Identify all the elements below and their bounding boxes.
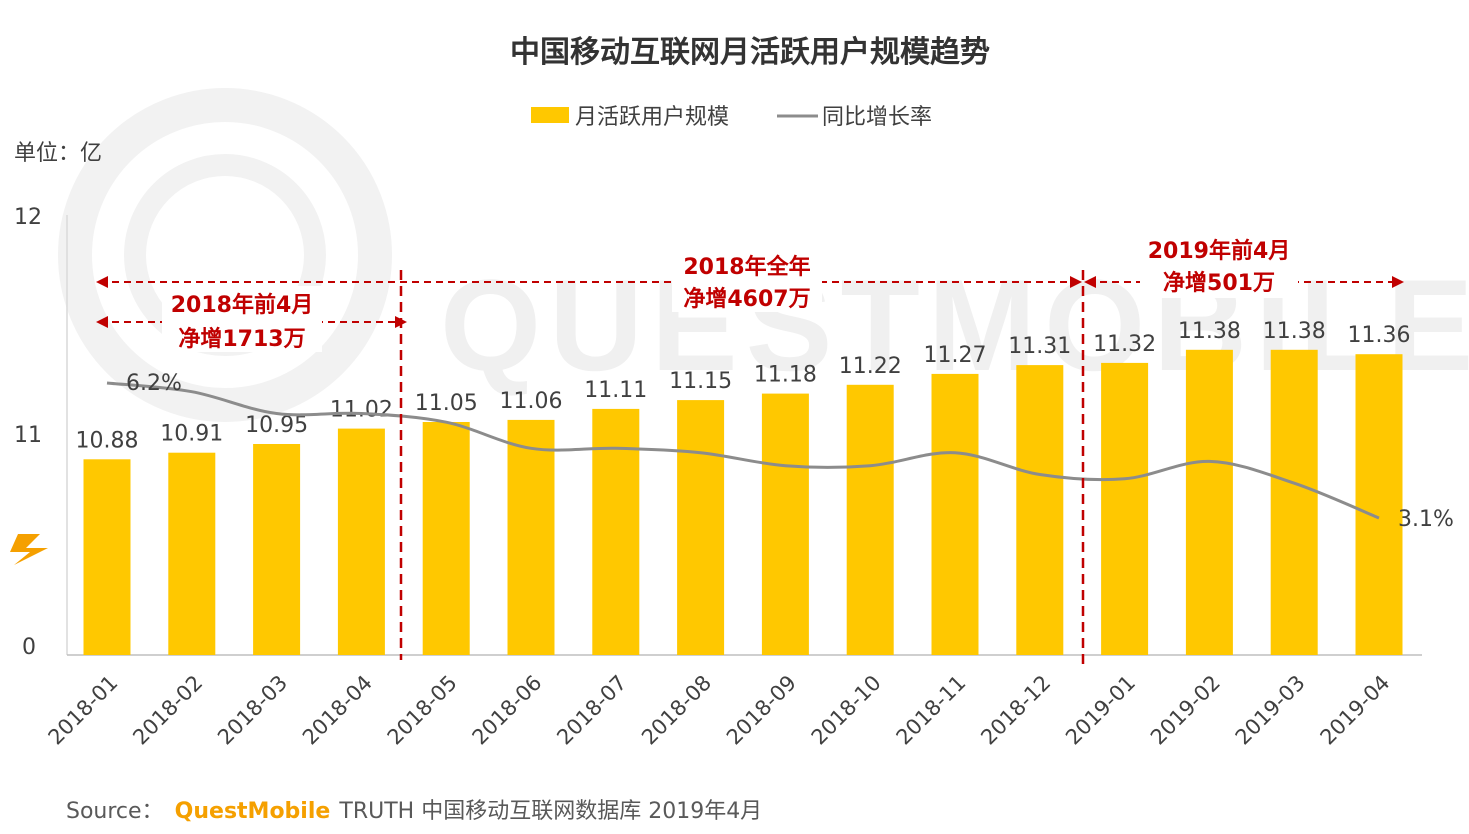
- line-value-label: 6.2%: [126, 371, 182, 396]
- bar-2018-11: [931, 373, 979, 655]
- bar-2018-09: [761, 393, 809, 655]
- y-tick-label: 11: [14, 423, 42, 448]
- bar-2018-06: [507, 419, 555, 655]
- x-tick-label: 2019-03: [1231, 671, 1310, 750]
- unit-label: 单位：亿: [14, 141, 102, 166]
- annotation-line: 净增1713万: [178, 326, 305, 352]
- bar-2018-02: [168, 452, 216, 655]
- legend-swatch-bars: [531, 107, 569, 123]
- legend: 月活跃用户规模 同比增长率: [531, 105, 932, 130]
- y-tick-label: 12: [14, 205, 42, 230]
- bar-value-label: 11.38: [1178, 319, 1241, 344]
- source-line: Source： QuestMobile TRUTH 中国移动互联网数据库 201…: [66, 799, 762, 824]
- arrow-head: [1084, 276, 1096, 288]
- bar-value-label: 11.22: [839, 354, 902, 379]
- arrow-head: [1392, 276, 1404, 288]
- annotation-line: 2019年前4月: [1148, 238, 1291, 264]
- arrow-head: [1070, 276, 1082, 288]
- bar-2019-02: [1185, 349, 1233, 655]
- bar-2019-01: [1101, 362, 1149, 655]
- x-tick-label: 2018-05: [383, 671, 462, 750]
- bar-2019-03: [1270, 349, 1318, 655]
- source-rest: TRUTH 中国移动互联网数据库 2019年4月: [338, 799, 762, 824]
- bar-value-label: 11.27: [924, 343, 987, 368]
- x-tick-label: 2018-10: [807, 671, 886, 750]
- bar-value-label: 11.31: [1008, 334, 1071, 359]
- bar-2018-08: [677, 400, 725, 655]
- x-tick-label: 2018-09: [722, 671, 801, 750]
- x-tick-label: 2018-07: [552, 671, 631, 750]
- bar-value-label: 11.36: [1348, 323, 1411, 348]
- x-tick-label: 2018-01: [44, 671, 123, 750]
- bar-value-label: 10.88: [76, 428, 139, 453]
- axis-break-icon: [10, 534, 48, 565]
- bar-2018-07: [592, 408, 640, 655]
- chart-title: 中国移动互联网月活跃用户规模趋势: [510, 35, 990, 70]
- x-tick-label: 2018-03: [213, 671, 292, 750]
- source-prefix: Source：: [66, 799, 164, 824]
- x-tick-label: 2018-08: [637, 671, 716, 750]
- bar-value-label: 11.11: [584, 378, 647, 403]
- growth-rate-line: [106, 381, 1380, 520]
- bars-group: [83, 349, 1403, 655]
- annotation-line: 2018年全年: [683, 254, 810, 280]
- x-tick-label: 2019-01: [1061, 671, 1140, 750]
- bar-2019-04: [1355, 354, 1403, 655]
- x-tick-label: 2018-02: [128, 671, 207, 750]
- line-value-label: 3.1%: [1398, 507, 1454, 532]
- bar-2018-05: [422, 422, 470, 655]
- annotation-line: 净增4607万: [683, 286, 810, 312]
- x-tick-label: 2018-04: [298, 671, 377, 750]
- bar-value-label: 10.95: [245, 413, 308, 438]
- annotation-2018-full: 2018年全年 净增4607万: [672, 248, 822, 312]
- bar-2018-12: [1016, 365, 1064, 655]
- legend-label-line: 同比增长率: [822, 105, 932, 130]
- annotation-2019-first4: 2019年前4月 净增501万: [1140, 234, 1298, 298]
- arrow-head: [96, 316, 108, 328]
- legend-label-bars: 月活跃用户规模: [575, 105, 729, 130]
- bar-value-label: 11.02: [330, 398, 393, 423]
- bar-2018-03: [253, 444, 301, 655]
- bar-labels-group: 10.88 10.91 10.95 11.02 11.05 11.06 11.11 11.15…: [76, 319, 1411, 454]
- x-tick-label: 2018-12: [976, 671, 1055, 750]
- arrow-head: [96, 276, 108, 288]
- x-tick-label: 2019-04: [1316, 671, 1395, 750]
- annotation-line: 净增501万: [1163, 270, 1275, 296]
- bar-value-label: 11.15: [669, 369, 732, 394]
- x-tick-label: 2018-11: [892, 671, 971, 750]
- bar-2018-01: [83, 459, 131, 655]
- bar-2018-10: [846, 384, 894, 655]
- bar-value-label: 11.38: [1263, 319, 1326, 344]
- x-tick-labels-group: 2018-01 2018-02 2018-03 2018-04 2018-05 2018-…: [44, 671, 1395, 750]
- y-tick-label: 0: [22, 635, 36, 660]
- x-tick-label: 2019-02: [1146, 671, 1225, 750]
- arrow-head: [395, 316, 407, 328]
- source-brand: QuestMobile: [175, 799, 331, 824]
- bar-value-label: 11.18: [754, 363, 817, 388]
- annotation-2018-first4: 2018年前4月 净增1713万: [162, 286, 322, 352]
- annotation-line: 2018年前4月: [171, 292, 314, 318]
- bar-value-label: 11.32: [1093, 332, 1156, 357]
- bar-value-label: 11.06: [500, 389, 563, 414]
- x-tick-label: 2018-06: [468, 671, 547, 750]
- bar-value-label: 11.05: [415, 391, 478, 416]
- line-labels-group: 6.2% 3.1%: [126, 371, 1454, 532]
- bar-2018-04: [337, 428, 385, 655]
- bar-value-label: 10.91: [160, 422, 223, 447]
